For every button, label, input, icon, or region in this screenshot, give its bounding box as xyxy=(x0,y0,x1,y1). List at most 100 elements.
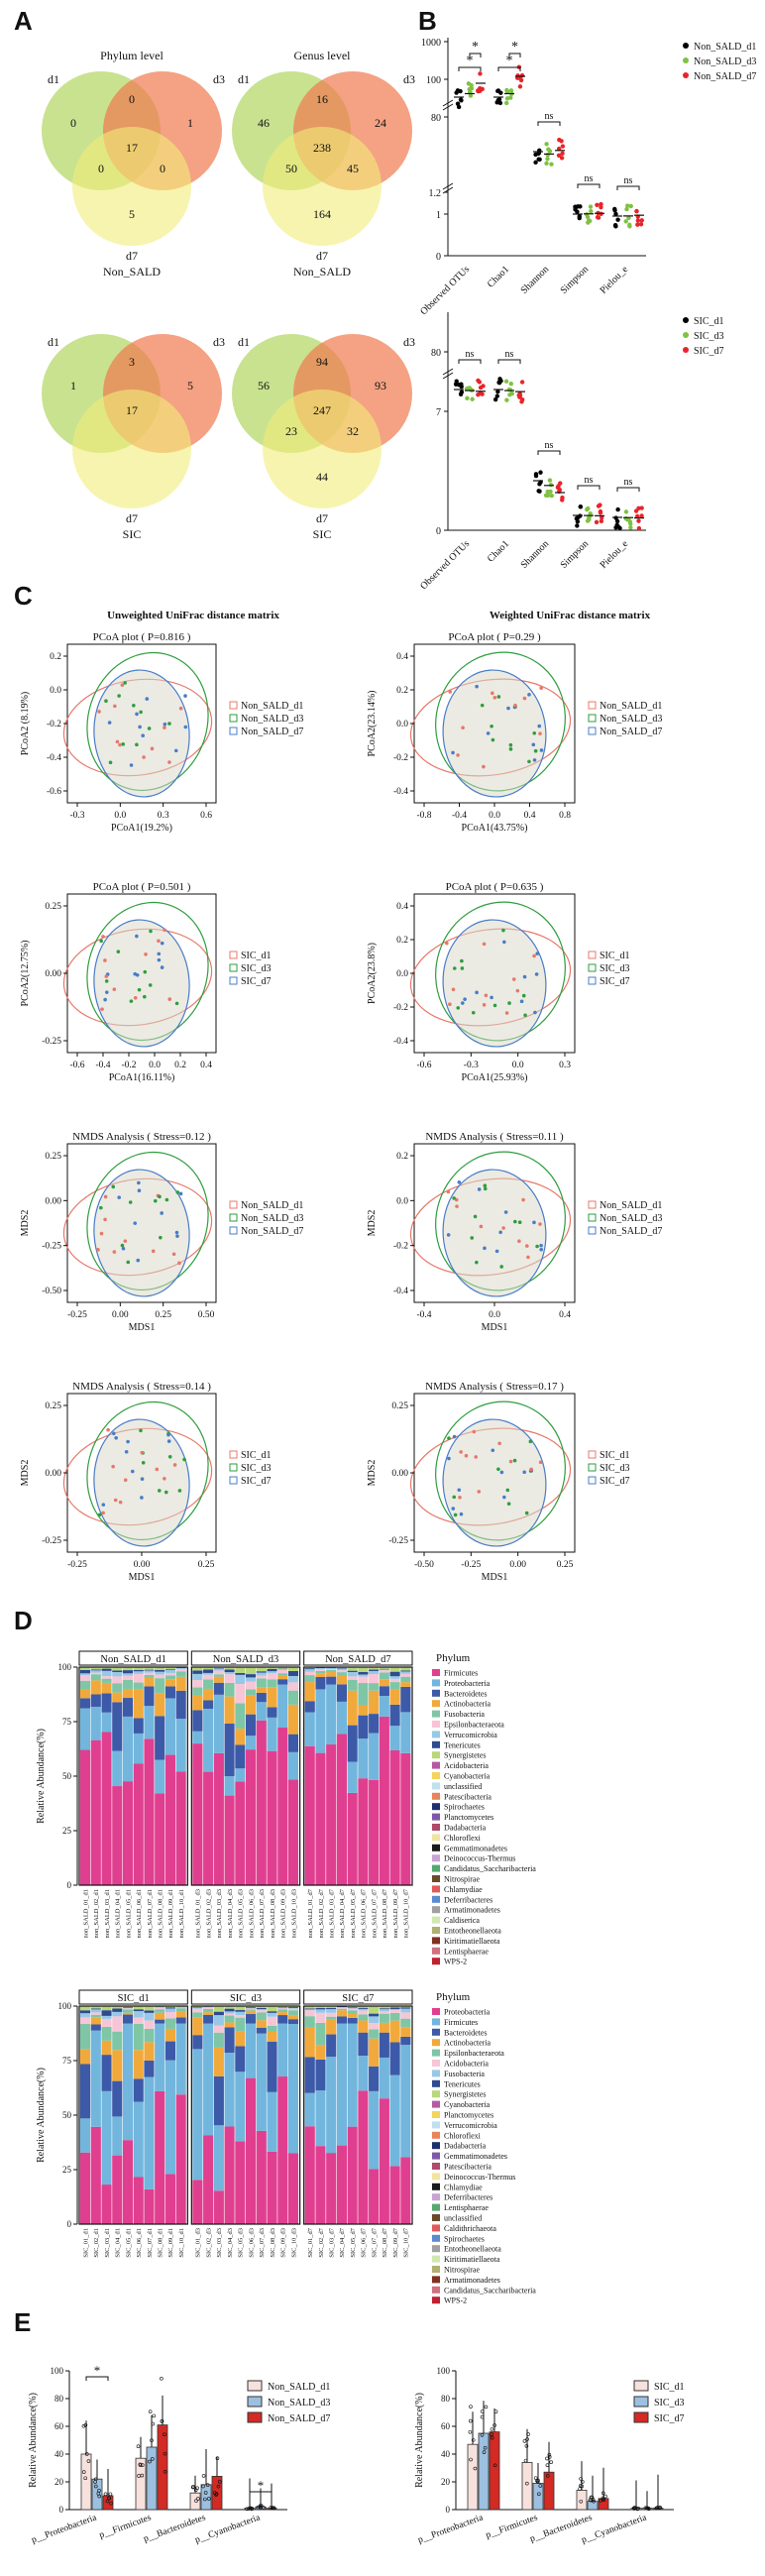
stacked-segment xyxy=(246,2010,257,2015)
bar-point xyxy=(468,2429,473,2434)
ordination-point xyxy=(182,1457,186,1462)
stacked-segment xyxy=(213,1670,224,1675)
venn-count-b: 1 xyxy=(187,116,193,130)
y-tick-label: 0 xyxy=(59,2505,64,2515)
stacked-segment xyxy=(213,2006,224,2012)
venn-set-label-d7: d7 xyxy=(126,511,138,525)
y-tick-label: 100 xyxy=(58,2001,72,2011)
venn-set-label-d1: d1 xyxy=(238,72,250,86)
bar-point xyxy=(148,2459,152,2464)
alpha-point xyxy=(456,104,462,110)
stacked-segment xyxy=(155,1671,165,1675)
legend-swatch xyxy=(229,1213,238,1222)
group-header-label: Non_SALD_d3 xyxy=(213,1654,279,1665)
y-tick-label: 0.00 xyxy=(45,969,61,979)
legend-swatch xyxy=(432,2276,440,2284)
stacked-segment xyxy=(315,1676,326,1690)
sample-label: non_SALD_09_d1 xyxy=(167,1889,174,1938)
legend-swatch xyxy=(683,72,689,78)
ordination-point xyxy=(177,1261,181,1266)
sig-bracket xyxy=(249,2491,273,2496)
stacked-segment xyxy=(235,1683,246,1704)
stacked-segment xyxy=(400,2008,411,2013)
bar-point xyxy=(636,2506,641,2511)
ordination-point xyxy=(482,764,486,769)
ordination-point xyxy=(140,1496,144,1500)
ordination-ellipse xyxy=(442,669,547,798)
ordination-point xyxy=(455,1204,459,1208)
x-tick-label: -0.2 xyxy=(121,1061,136,1070)
ordination-point xyxy=(175,1234,179,1238)
bar-point xyxy=(469,2405,473,2408)
bar-point xyxy=(105,2499,110,2504)
ordination-point xyxy=(491,1448,495,1453)
ordination-point xyxy=(506,706,510,711)
stacked-segment xyxy=(155,2019,165,2024)
stacked-segment xyxy=(235,1674,246,1684)
y-tick-label: 0.25 xyxy=(45,1401,61,1411)
ordination-point xyxy=(111,1464,115,1469)
legend-label: Non_SALD_d7 xyxy=(241,1226,303,1237)
stacked-segment xyxy=(224,1795,235,1885)
stacked-segment xyxy=(144,1677,155,1687)
stacked-segment xyxy=(112,1692,123,1703)
ordination-point xyxy=(103,1217,107,1222)
x-axis-label: PCoA1(43.75%) xyxy=(462,823,528,834)
stacked-segment xyxy=(389,1676,400,1679)
ordination-point xyxy=(171,1252,176,1257)
stacked-segment xyxy=(347,2006,358,2008)
stacked-segment xyxy=(326,1669,337,1672)
x-tick-label: 0.50 xyxy=(198,1310,215,1320)
alpha-point xyxy=(560,144,566,149)
stacked-segment xyxy=(235,2011,246,2016)
sig-label: * xyxy=(258,2478,265,2493)
legend-swatch xyxy=(432,1740,440,1748)
stacked-segment xyxy=(203,1708,214,1772)
y-tick-label: 0.00 xyxy=(45,1196,61,1206)
y-tick-label: -0.6 xyxy=(47,787,61,797)
stacked-segment xyxy=(133,1718,144,1734)
y-tick-label: 0.0 xyxy=(50,686,61,696)
stacked-segment xyxy=(224,2006,235,2009)
ordination-point xyxy=(475,990,479,995)
stacked-segment xyxy=(224,1669,235,1673)
venn-set-label-d3: d3 xyxy=(213,72,225,86)
legend-swatch xyxy=(432,1731,440,1738)
ordination-title: NMDS Analysis ( Stress=0.11 ) xyxy=(425,1131,564,1143)
sample-label: SIC_03_d7 xyxy=(329,2227,336,2257)
stacked-segment xyxy=(267,2016,277,2026)
stacked-segment xyxy=(80,1675,91,1681)
sig-label: * xyxy=(506,54,513,68)
stacked-segment xyxy=(155,1678,165,1694)
stacked-segment xyxy=(213,1674,224,1677)
ordination-point xyxy=(482,1003,487,1007)
legend-swatch xyxy=(683,43,689,49)
stacked-segment xyxy=(235,2141,246,2224)
stacked-segment xyxy=(90,1672,101,1675)
stacked-segment xyxy=(267,1679,277,1688)
sig-label: ns xyxy=(545,111,554,122)
stacked-segment xyxy=(203,1700,214,1709)
alpha-point xyxy=(455,88,461,93)
ordination-point xyxy=(137,987,142,992)
grouped-bar-chart: Relative Abundance(%) 100 80 60 40 20 0p__Prot… xyxy=(414,2366,685,2545)
y-tick-label: 40 xyxy=(55,2449,64,2459)
ordination-point xyxy=(494,1249,499,1254)
ordination-point xyxy=(529,1467,533,1472)
y-axis-label: PCoA2 (8.19%) xyxy=(20,692,31,755)
stacked-segment xyxy=(369,1733,380,1780)
ordination-point xyxy=(477,1187,482,1191)
stacked-segment xyxy=(235,2015,246,2018)
venn-set-label-d3: d3 xyxy=(403,335,415,349)
x-axis-label: PCoA1(19.2%) xyxy=(111,823,172,834)
stacked-segment xyxy=(155,1674,165,1679)
ordination-point xyxy=(539,748,544,752)
x-tick-label: 0.0 xyxy=(149,1061,161,1070)
legend-label: Patescibacteria xyxy=(444,2163,492,2172)
ordination-point xyxy=(460,966,465,970)
sample-label: non_SALD_07_d1 xyxy=(147,1889,154,1938)
bar-point xyxy=(482,2450,487,2454)
ordination-point xyxy=(141,1461,146,1465)
stacked-segment xyxy=(256,2027,267,2034)
alpha-point xyxy=(454,379,459,384)
